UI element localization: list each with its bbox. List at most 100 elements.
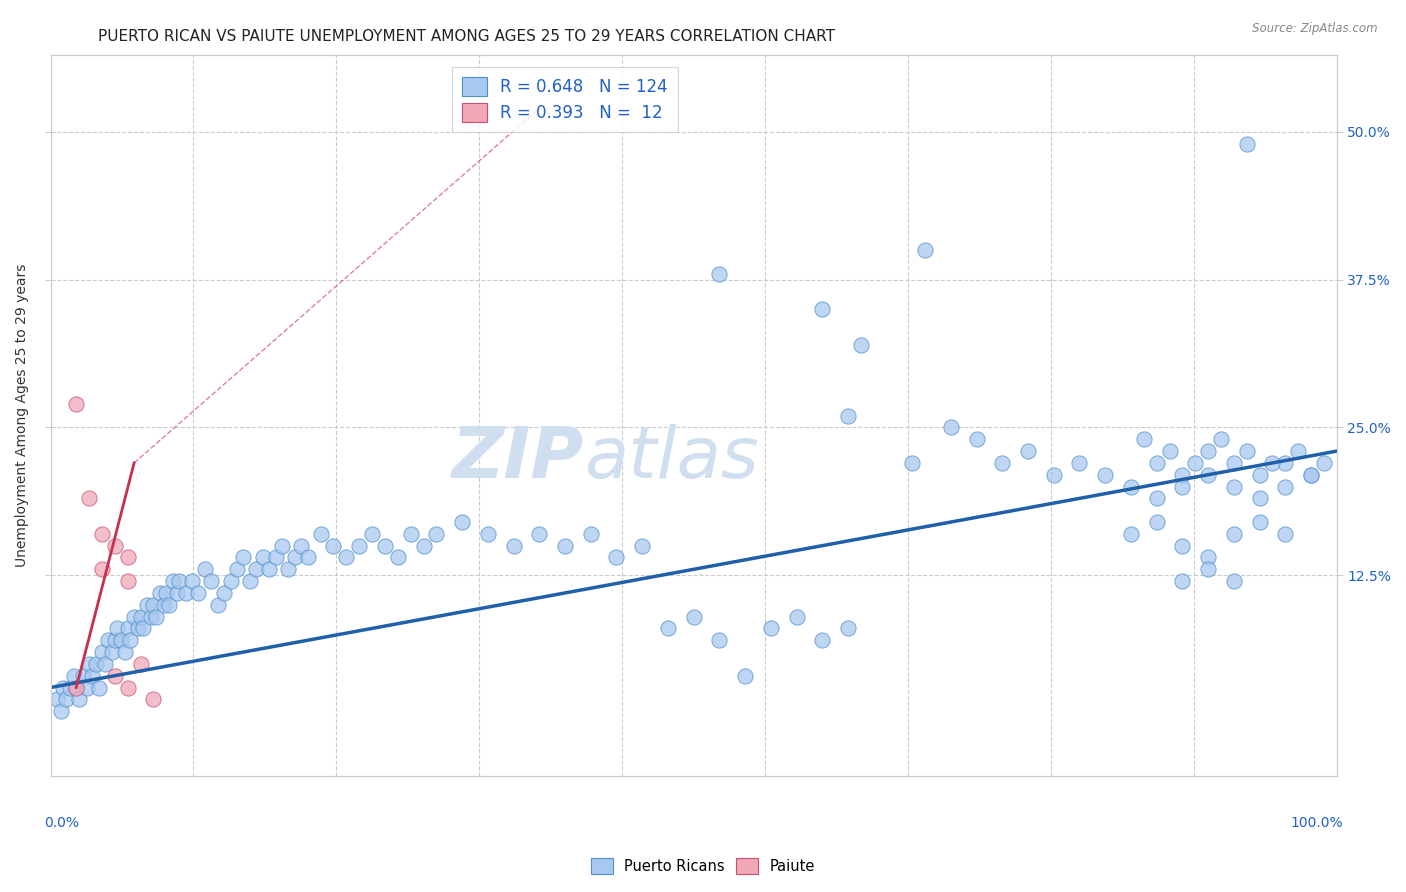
Point xyxy=(374,539,396,553)
Point xyxy=(1146,491,1168,506)
Point xyxy=(786,609,808,624)
Point xyxy=(277,562,299,576)
Text: 0.0%: 0.0% xyxy=(44,816,79,830)
Point xyxy=(91,526,114,541)
Point xyxy=(1069,456,1091,470)
Point xyxy=(157,598,180,612)
Legend: R = 0.648   N = 124, R = 0.393   N =  12: R = 0.648 N = 124, R = 0.393 N = 12 xyxy=(451,67,678,132)
Y-axis label: Unemployment Among Ages 25 to 29 years: Unemployment Among Ages 25 to 29 years xyxy=(15,264,30,567)
Point xyxy=(1286,444,1309,458)
Point xyxy=(734,669,756,683)
Point xyxy=(387,550,409,565)
Point xyxy=(132,621,155,635)
Point xyxy=(46,692,69,706)
Point xyxy=(759,621,782,635)
Point xyxy=(142,692,165,706)
Point xyxy=(1146,456,1168,470)
Point xyxy=(477,526,499,541)
Point xyxy=(837,621,859,635)
Point xyxy=(62,669,84,683)
Text: 100.0%: 100.0% xyxy=(1291,816,1343,830)
Point xyxy=(322,539,344,553)
Point xyxy=(837,409,859,423)
Point xyxy=(529,526,551,541)
Point xyxy=(1249,491,1271,506)
Point xyxy=(991,456,1014,470)
Point xyxy=(239,574,262,588)
Point xyxy=(55,692,77,706)
Point xyxy=(89,681,111,695)
Point xyxy=(1261,456,1284,470)
Point xyxy=(347,539,370,553)
Point xyxy=(114,645,136,659)
Point xyxy=(361,526,384,541)
Point xyxy=(1159,444,1181,458)
Point xyxy=(1017,444,1039,458)
Point xyxy=(1249,467,1271,482)
Point xyxy=(145,609,167,624)
Point xyxy=(1236,136,1258,151)
Point xyxy=(181,574,204,588)
Point xyxy=(139,609,162,624)
Point xyxy=(412,539,434,553)
Point xyxy=(84,657,107,671)
Point xyxy=(200,574,222,588)
Point xyxy=(1171,574,1194,588)
Point xyxy=(67,692,90,706)
Point xyxy=(605,550,627,565)
Point xyxy=(502,539,524,553)
Point xyxy=(1274,456,1296,470)
Point xyxy=(104,669,127,683)
Point xyxy=(136,598,159,612)
Text: Source: ZipAtlas.com: Source: ZipAtlas.com xyxy=(1253,22,1378,36)
Point xyxy=(142,598,165,612)
Point xyxy=(117,574,139,588)
Point xyxy=(155,586,177,600)
Point xyxy=(1171,479,1194,493)
Point xyxy=(166,586,188,600)
Point xyxy=(212,586,235,600)
Point xyxy=(65,681,87,695)
Point xyxy=(80,669,103,683)
Point xyxy=(1042,467,1064,482)
Point xyxy=(811,633,834,648)
Point xyxy=(849,337,872,351)
Text: ZIP: ZIP xyxy=(453,425,585,493)
Point xyxy=(579,526,602,541)
Point xyxy=(149,586,172,600)
Point xyxy=(207,598,229,612)
Point xyxy=(682,609,704,624)
Point xyxy=(252,550,274,565)
Point xyxy=(162,574,184,588)
Point xyxy=(194,562,217,576)
Text: atlas: atlas xyxy=(585,425,759,493)
Point xyxy=(91,562,114,576)
Point xyxy=(425,526,447,541)
Point xyxy=(1094,467,1116,482)
Point xyxy=(1223,574,1246,588)
Point xyxy=(811,302,834,317)
Point xyxy=(1299,467,1322,482)
Point xyxy=(226,562,249,576)
Point xyxy=(110,633,132,648)
Point xyxy=(117,621,139,635)
Point xyxy=(309,526,332,541)
Point xyxy=(257,562,280,576)
Point xyxy=(264,550,287,565)
Point xyxy=(129,609,152,624)
Point xyxy=(1171,467,1194,482)
Point xyxy=(1197,550,1219,565)
Point xyxy=(290,539,312,553)
Point xyxy=(1274,526,1296,541)
Point xyxy=(101,645,124,659)
Point xyxy=(1223,526,1246,541)
Point xyxy=(65,681,87,695)
Point xyxy=(901,456,924,470)
Point xyxy=(1184,456,1206,470)
Point xyxy=(939,420,962,434)
Point xyxy=(1299,467,1322,482)
Point xyxy=(1223,479,1246,493)
Point xyxy=(1119,479,1142,493)
Point xyxy=(122,609,145,624)
Point xyxy=(1171,539,1194,553)
